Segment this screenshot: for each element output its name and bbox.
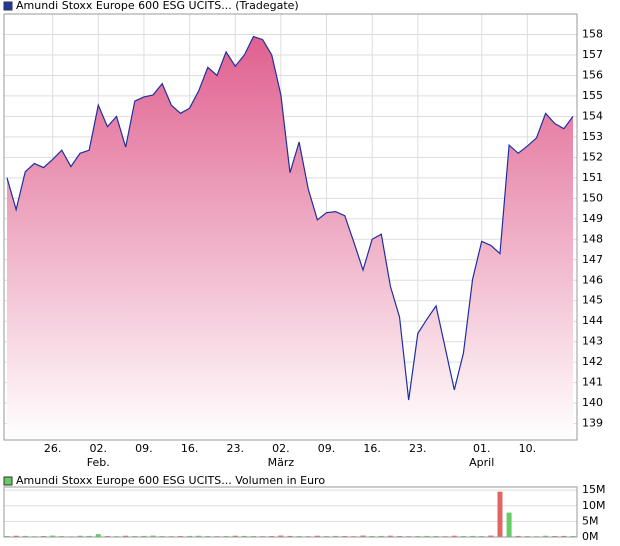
volume-bar (378, 535, 384, 537)
y-tick-label: 5M (582, 514, 599, 527)
volume-bar (287, 535, 293, 537)
volume-bar (488, 535, 494, 537)
volume-bar (470, 535, 476, 537)
y-tick-label: 151 (582, 171, 603, 184)
x-tick-label: 02. (90, 442, 108, 455)
volume-bar (543, 535, 549, 537)
volume-bar (314, 535, 320, 537)
x-tick-label: 16. (363, 442, 381, 455)
x-tick-label: 02. (272, 442, 290, 455)
y-tick-label: 147 (582, 253, 603, 266)
y-tick-label: 149 (582, 212, 603, 225)
y-tick-label: 15M (582, 483, 606, 496)
x-tick-label: 16. (181, 442, 199, 455)
volume-bar (497, 491, 503, 537)
volume-bar (150, 535, 156, 537)
volume-bar (86, 535, 92, 537)
y-tick-label: 146 (582, 273, 603, 286)
x-tick-label: 09. (318, 442, 336, 455)
y-tick-label: 139 (582, 417, 603, 430)
x-month-label: März (268, 456, 295, 469)
x-month-label: April (469, 456, 494, 469)
x-month-label: Feb. (87, 456, 110, 469)
volume-bar (187, 535, 193, 537)
plot-frame (3, 13, 578, 441)
plot-frame (3, 486, 578, 538)
volume-bar (424, 535, 430, 537)
volume-bar (387, 535, 393, 537)
volume-bar (333, 535, 339, 537)
volume-bar (13, 535, 19, 537)
x-tick-label: 26. (44, 442, 62, 455)
volume-bar (561, 535, 567, 537)
volume-bar (77, 535, 83, 537)
volume-bar (515, 535, 521, 537)
y-tick-label: 155 (582, 89, 603, 102)
y-tick-label: 154 (582, 109, 603, 122)
y-tick-label: 148 (582, 232, 603, 245)
volume-bar (232, 535, 238, 537)
y-tick-label: 0M (582, 530, 599, 543)
chart-title: Amundi Stoxx Europe 600 ESG UCITS... Vol… (16, 474, 325, 487)
y-tick-label: 143 (582, 335, 603, 348)
y-tick-label: 158 (582, 27, 603, 40)
y-tick-label: 150 (582, 191, 603, 204)
y-tick-label: 145 (582, 294, 603, 307)
chart-title: Amundi Stoxx Europe 600 ESG UCITS... (Tr… (16, 0, 299, 12)
y-tick-label: 142 (582, 355, 603, 368)
area-fill (7, 36, 573, 441)
volume-bar (50, 535, 56, 537)
y-tick-label: 10M (582, 499, 606, 512)
y-tick-label: 140 (582, 396, 603, 409)
volume-bar (360, 535, 366, 537)
volume-bar (451, 535, 457, 537)
volume-bar (506, 512, 512, 537)
y-tick-label: 152 (582, 150, 603, 163)
y-tick-label: 157 (582, 48, 603, 61)
x-tick-label: 10. (519, 442, 537, 455)
y-tick-label: 144 (582, 314, 603, 327)
x-tick-label: 23. (226, 442, 244, 455)
volume-bar (123, 535, 129, 537)
plot-background (4, 487, 577, 537)
y-tick-label: 153 (582, 130, 603, 143)
volume-bar (278, 535, 284, 537)
x-tick-label: 09. (135, 442, 153, 455)
volume-bar (141, 535, 147, 537)
volume-bar (241, 535, 247, 537)
x-tick-label: 23. (409, 442, 427, 455)
price-line (6, 35, 574, 401)
y-tick-label: 141 (582, 376, 603, 389)
legend-swatch (3, 476, 13, 486)
volume-bar (95, 534, 101, 537)
volume-bar (196, 535, 202, 537)
x-tick-label: 01. (473, 442, 491, 455)
y-tick-label: 156 (582, 68, 603, 81)
legend-swatch (3, 1, 13, 11)
volume-bar (22, 535, 28, 537)
